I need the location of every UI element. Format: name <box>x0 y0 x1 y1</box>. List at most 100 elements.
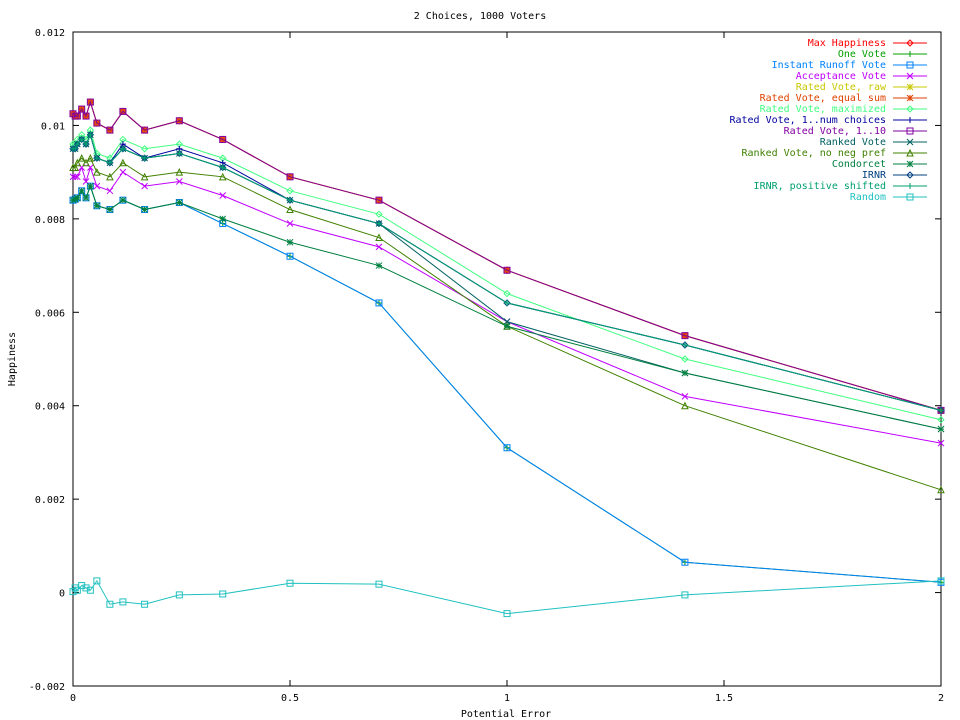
data-point <box>681 401 689 410</box>
data-point <box>82 194 90 202</box>
legend-item: Random <box>850 192 927 203</box>
data-point <box>219 215 227 223</box>
legend-label: Instant Runoff Vote <box>772 60 886 71</box>
data-point <box>937 416 945 424</box>
data-point <box>907 51 913 57</box>
legend-label: IRNR, positive shifted <box>754 181 886 192</box>
data-point <box>106 600 114 608</box>
data-point <box>119 107 127 115</box>
data-point <box>87 131 94 138</box>
data-point <box>106 159 113 166</box>
series-9 <box>69 131 945 433</box>
series-6 <box>69 126 945 424</box>
legend-label: Condorcet <box>832 159 886 170</box>
x-tick-label: 2 <box>938 693 944 704</box>
legend-item: Instant Runoff Vote <box>772 60 927 71</box>
data-point <box>504 299 510 306</box>
x-tick-label: 1.5 <box>715 693 733 704</box>
data-point <box>141 126 149 134</box>
legend-item: IRNR <box>862 170 927 181</box>
data-point <box>175 117 183 125</box>
y-tick-label: 0 <box>59 589 65 600</box>
series-line <box>73 157 942 491</box>
data-point <box>286 252 294 260</box>
chart-title: 2 Choices, 1000 Voters <box>414 11 546 22</box>
data-point <box>503 322 511 330</box>
data-point <box>140 172 149 181</box>
legend-item: One Vote <box>838 49 927 60</box>
data-point <box>93 155 100 162</box>
data-point <box>119 196 127 204</box>
data-point <box>71 584 79 592</box>
data-point <box>906 138 914 146</box>
series-layer <box>69 98 945 618</box>
data-point <box>503 444 511 452</box>
y-tick-label: 0.006 <box>35 308 65 319</box>
data-point <box>906 105 914 113</box>
data-point <box>907 183 913 189</box>
x-tick-label: 1 <box>504 693 510 704</box>
series-4 <box>69 98 945 414</box>
data-point <box>681 332 689 340</box>
data-point <box>73 586 81 594</box>
data-point <box>141 600 149 608</box>
data-point <box>286 579 294 587</box>
data-point <box>119 168 127 176</box>
data-point <box>93 577 101 585</box>
data-point <box>503 266 511 274</box>
series-line <box>72 579 942 615</box>
data-point <box>375 580 383 588</box>
data-point <box>72 145 79 152</box>
series-10 <box>69 154 945 494</box>
data-point <box>93 202 101 210</box>
data-point <box>86 154 95 162</box>
legend-item: Max Happiness <box>808 38 927 49</box>
legend-label: Rated Vote, equal sum <box>760 93 886 104</box>
data-point <box>906 39 914 47</box>
data-point <box>93 154 101 162</box>
data-point <box>73 194 81 202</box>
data-point <box>77 135 86 144</box>
series-line <box>72 184 942 583</box>
legend-label: Ranked Vote, no neg pref <box>742 148 887 159</box>
data-point <box>106 206 114 213</box>
data-point <box>906 171 914 179</box>
data-point <box>140 145 149 153</box>
data-point <box>74 141 81 148</box>
data-point <box>141 182 148 190</box>
data-point <box>78 582 86 590</box>
series-line <box>72 184 942 430</box>
data-point <box>906 160 914 168</box>
series-line <box>73 133 942 430</box>
x-tick-label: 0 <box>70 693 76 704</box>
series-13 <box>70 131 944 414</box>
data-point <box>175 199 183 206</box>
axes: -0.002 0 0.002 0.004 0.006 0.008 0.01 0.012 0 0.5… <box>29 28 944 704</box>
data-point <box>82 584 90 592</box>
data-point <box>906 83 914 91</box>
series-line <box>72 184 942 583</box>
data-point <box>119 598 127 606</box>
series-2 <box>69 182 945 586</box>
data-point <box>219 192 227 199</box>
legend-item: Ranked Vote, no neg pref <box>742 148 927 159</box>
data-point <box>77 154 86 162</box>
data-point <box>219 135 227 143</box>
data-point <box>93 168 101 176</box>
data-point <box>286 187 294 195</box>
data-point <box>937 577 945 585</box>
data-point <box>937 425 945 433</box>
data-point <box>375 243 383 251</box>
data-point <box>73 173 81 181</box>
data-point <box>175 591 183 599</box>
legend-label: Ranked Vote <box>820 137 886 148</box>
data-point <box>503 610 511 618</box>
y-axis-label: Happiness <box>7 332 18 386</box>
data-point <box>82 158 90 167</box>
x-axis-label: Potential Error <box>461 709 551 720</box>
y-tick-label: 0.012 <box>35 28 65 39</box>
legend-item: Acceptance Vote <box>796 71 927 82</box>
legend-item: IRNR, positive shifted <box>754 181 927 192</box>
legend-item: Ranked Vote <box>820 137 927 148</box>
